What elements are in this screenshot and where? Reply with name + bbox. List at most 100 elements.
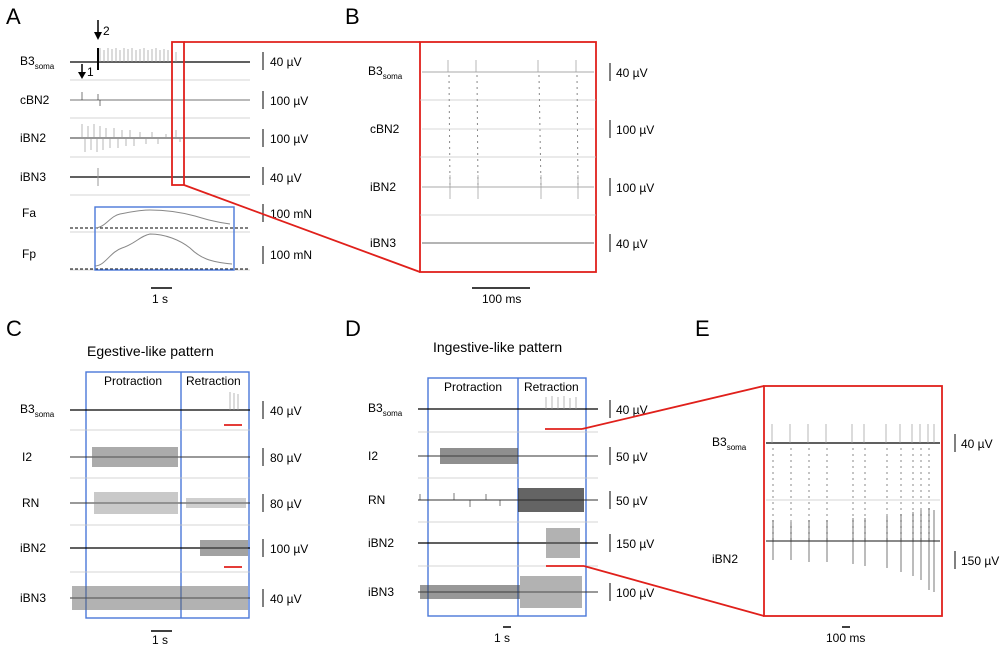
timebar-d-label: 1 s <box>494 631 510 645</box>
label-d-ibn3: iBN3 <box>368 585 394 599</box>
arrow-2-label: 2 <box>103 24 110 38</box>
panel-b: B3soma cBN2 iBN2 iBN3 40 µV 100 µV 100 µ… <box>368 41 654 306</box>
scale-c-rn: 80 µV <box>270 497 302 511</box>
panel-letter-d: D <box>345 316 361 341</box>
scale-c-ibn2: 100 µV <box>270 542 308 556</box>
panel-letter-b: B <box>345 4 360 29</box>
phase-d-protraction: Protraction <box>444 380 502 394</box>
scale-a-cbn2: 100 µV <box>270 94 308 108</box>
zoom-connector-e-bottom <box>583 565 765 617</box>
label-e-ibn2: iBN2 <box>712 552 738 566</box>
zoom-box <box>171 41 185 186</box>
trace-c-ibn2-burst <box>200 540 248 556</box>
scale-d-rn: 50 µV <box>616 494 648 508</box>
phase-c-protraction: Protraction <box>104 374 162 388</box>
timebar-e-label: 100 ms <box>826 631 865 645</box>
scale-a-ibn3: 40 µV <box>270 171 302 185</box>
scale-a-ibn2: 100 µV <box>270 132 308 146</box>
arrow-1-head <box>78 72 86 79</box>
panel-e-frame <box>763 385 943 617</box>
scale-c-b3: 40 µV <box>270 404 302 418</box>
trace-d-ibn3-noise <box>420 585 520 599</box>
panel-c: Egestive-like pattern Protraction Retrac… <box>20 343 308 647</box>
scale-a-fa: 100 mN <box>270 207 312 221</box>
panel-e: B3soma iBN2 40 µV 150 µV 100 ms <box>712 385 999 645</box>
arrow-2-head <box>94 32 102 40</box>
label-c-ibn3: iBN3 <box>20 591 46 605</box>
trace-c-b3-spikes <box>229 392 239 410</box>
trace-a-b3-spikes <box>99 48 177 62</box>
label-b-ibn3: iBN3 <box>370 236 396 250</box>
label-c-i2: I2 <box>22 450 32 464</box>
scale-d-b3: 40 µV <box>616 403 648 417</box>
scale-e-ibn2: 150 µV <box>961 554 999 568</box>
label-a-fp: Fp <box>22 247 36 261</box>
label-c-b3: B3soma <box>20 402 55 419</box>
trace-a-fa <box>94 209 231 229</box>
trace-c-i2-burst <box>92 447 178 467</box>
panel-a: 1 2 B3soma cBN2 iBN2 iBN3 Fa Fp 40 µV 10… <box>20 20 312 306</box>
label-a-ibn3: iBN3 <box>20 170 46 184</box>
label-d-ibn2: iBN2 <box>368 536 394 550</box>
scale-e-b3: 40 µV <box>961 437 993 451</box>
trace-a-fp <box>94 233 233 267</box>
scale-b-ibn3: 40 µV <box>616 237 648 251</box>
scale-c-ibn3: 40 µV <box>270 592 302 606</box>
scale-c-i2: 80 µV <box>270 451 302 465</box>
scale-a-fp: 100 mN <box>270 248 312 262</box>
label-a-fa: Fa <box>22 206 36 220</box>
label-a-b3: B3soma <box>20 54 55 71</box>
title-c: Egestive-like pattern <box>87 343 214 359</box>
force-box <box>94 206 235 271</box>
trace-b-ibn2-spikes <box>449 175 579 199</box>
timebar-b-label: 100 ms <box>482 292 521 306</box>
spike-correlation-lines-e <box>772 448 930 540</box>
trace-d-b3-spikes <box>545 396 577 409</box>
trace-e-b3-spikes <box>771 424 935 443</box>
timebar-a-label: 1 s <box>152 292 168 306</box>
label-d-b3: B3soma <box>368 401 403 418</box>
phase-c-retraction: Retraction <box>186 374 241 388</box>
trace-c-rn-burst <box>94 492 178 514</box>
spike-correlation-lines <box>448 74 579 189</box>
phase-box-d <box>427 377 587 617</box>
scale-d-ibn2: 150 µV <box>616 537 654 551</box>
scale-d-i2: 50 µV <box>616 450 648 464</box>
trace-d-rn-spikes <box>419 493 501 507</box>
label-c-ibn2: iBN2 <box>20 541 46 555</box>
scale-b-b3: 40 µV <box>616 66 648 80</box>
panel-letter-e: E <box>695 316 710 341</box>
phase-box-c <box>85 371 250 619</box>
trace-d-i2-burst <box>440 448 518 464</box>
label-b-ibn2: iBN2 <box>370 180 396 194</box>
scale-b-ibn2: 100 µV <box>616 181 654 195</box>
trace-c-ibn3-noise <box>72 586 248 610</box>
trace-e-ibn2-spikes <box>772 508 935 592</box>
label-e-b3: B3soma <box>712 435 747 452</box>
trace-a-cbn2-spikes <box>81 92 101 106</box>
panel-letter-a: A <box>6 4 21 29</box>
label-d-i2: I2 <box>368 449 378 463</box>
zoom-connector-e-top <box>581 385 765 430</box>
trace-d-rn-burst <box>518 488 584 512</box>
title-d: Ingestive-like pattern <box>433 339 562 355</box>
trace-d-ibn2-burst <box>546 528 580 558</box>
label-d-rn: RN <box>368 493 385 507</box>
label-b-cbn2: cBN2 <box>370 122 400 136</box>
zoom-connector-bottom <box>183 184 421 273</box>
trace-d-ibn3-burst <box>520 576 582 608</box>
arrow-1-label: 1 <box>87 65 94 79</box>
panel-d: Ingestive-like pattern Protraction Retra… <box>368 339 654 645</box>
label-a-cbn2: cBN2 <box>20 93 50 107</box>
timebar-c-label: 1 s <box>152 633 168 647</box>
phase-d-retraction: Retraction <box>524 380 579 394</box>
scale-b-cbn2: 100 µV <box>616 123 654 137</box>
label-a-ibn2: iBN2 <box>20 131 46 145</box>
scale-d-ibn3: 100 µV <box>616 586 654 600</box>
trace-c-rn-burst-2 <box>186 498 246 508</box>
label-b-b3: B3soma <box>368 64 403 81</box>
scale-a-b3: 40 µV <box>270 55 302 69</box>
label-c-rn: RN <box>22 496 39 510</box>
trace-b-b3-spikes <box>447 60 577 72</box>
